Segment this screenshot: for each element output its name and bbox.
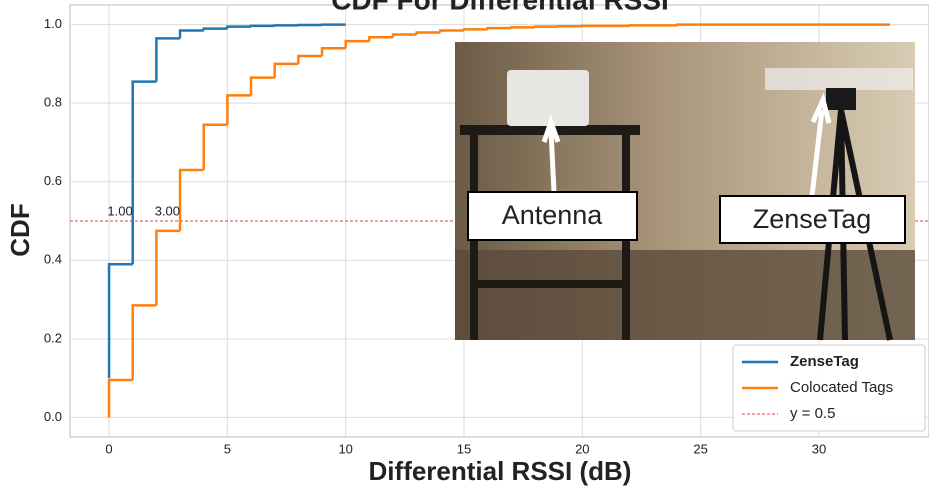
step-segment xyxy=(107,378,133,418)
step-segment xyxy=(533,25,559,28)
x-tick-label: 0 xyxy=(105,441,112,456)
x-tick-label: 20 xyxy=(575,441,589,456)
step-segment xyxy=(320,46,346,57)
annotation: 3.00 xyxy=(155,203,180,218)
step-segment xyxy=(297,54,323,64)
x-tick-label: 15 xyxy=(457,441,471,456)
step-segment xyxy=(155,229,181,306)
x-tick-label: 10 xyxy=(338,441,352,456)
arrow xyxy=(809,92,832,197)
legend: ZenseTag Colocated Tags y = 0.5 xyxy=(732,344,926,432)
step-segment xyxy=(368,35,394,42)
step-segment xyxy=(391,33,417,38)
step-segment xyxy=(202,27,228,31)
step-segment xyxy=(226,94,252,125)
annotation: 1.00 xyxy=(107,203,132,218)
x-tick-label: 30 xyxy=(812,441,826,456)
legend-label: y = 0.5 xyxy=(790,405,835,422)
step-segment xyxy=(675,23,890,26)
step-segment xyxy=(344,39,370,49)
step-segment xyxy=(107,262,133,379)
step-segment xyxy=(155,37,181,82)
y-tick-label: 0.2 xyxy=(44,330,62,345)
inset-photo: Antenna ZenseTag xyxy=(455,42,915,341)
antenna-device xyxy=(507,70,589,126)
step-segment xyxy=(131,80,157,265)
y-axis-label: CDF xyxy=(5,203,35,256)
step-segment xyxy=(486,26,512,30)
step-segment xyxy=(178,168,204,231)
y-tick-label: 0.4 xyxy=(44,252,62,267)
step-segment xyxy=(462,28,488,31)
marks xyxy=(70,23,929,418)
step-segment xyxy=(273,62,299,78)
inset-label: ZenseTag xyxy=(753,204,872,234)
step-segment xyxy=(249,76,275,96)
tag-sheet xyxy=(765,68,913,90)
step-segment xyxy=(131,304,157,381)
inset-label: Antenna xyxy=(502,200,604,230)
chart-title: CDF For Differential RSSI xyxy=(331,0,669,15)
label-box xyxy=(467,191,638,241)
step-segment xyxy=(510,26,535,29)
x-tick-label: 25 xyxy=(693,441,707,456)
step-segment xyxy=(178,29,204,39)
step-segment xyxy=(415,31,441,35)
x-axis-label: Differential RSSI (dB) xyxy=(369,456,632,486)
x-tick-label: 5 xyxy=(224,441,231,456)
legend-label: Colocated Tags xyxy=(790,379,893,396)
photo-floor xyxy=(455,250,915,340)
tripod-head xyxy=(826,88,856,110)
step-segment xyxy=(439,29,465,33)
step-segment xyxy=(226,25,252,29)
y-tick-label: 0.0 xyxy=(44,409,62,424)
arrow xyxy=(541,114,561,193)
y-tick-label: 0.8 xyxy=(44,95,62,110)
cart-shelf xyxy=(470,280,630,288)
legend-label: ZenseTag xyxy=(790,353,859,370)
step-segment xyxy=(202,123,228,170)
step-segment xyxy=(249,24,275,28)
y-tick-label: 1.0 xyxy=(44,16,62,31)
y-tick-label: 0.6 xyxy=(44,173,62,188)
legend-box xyxy=(732,344,926,432)
label-box xyxy=(719,195,906,244)
